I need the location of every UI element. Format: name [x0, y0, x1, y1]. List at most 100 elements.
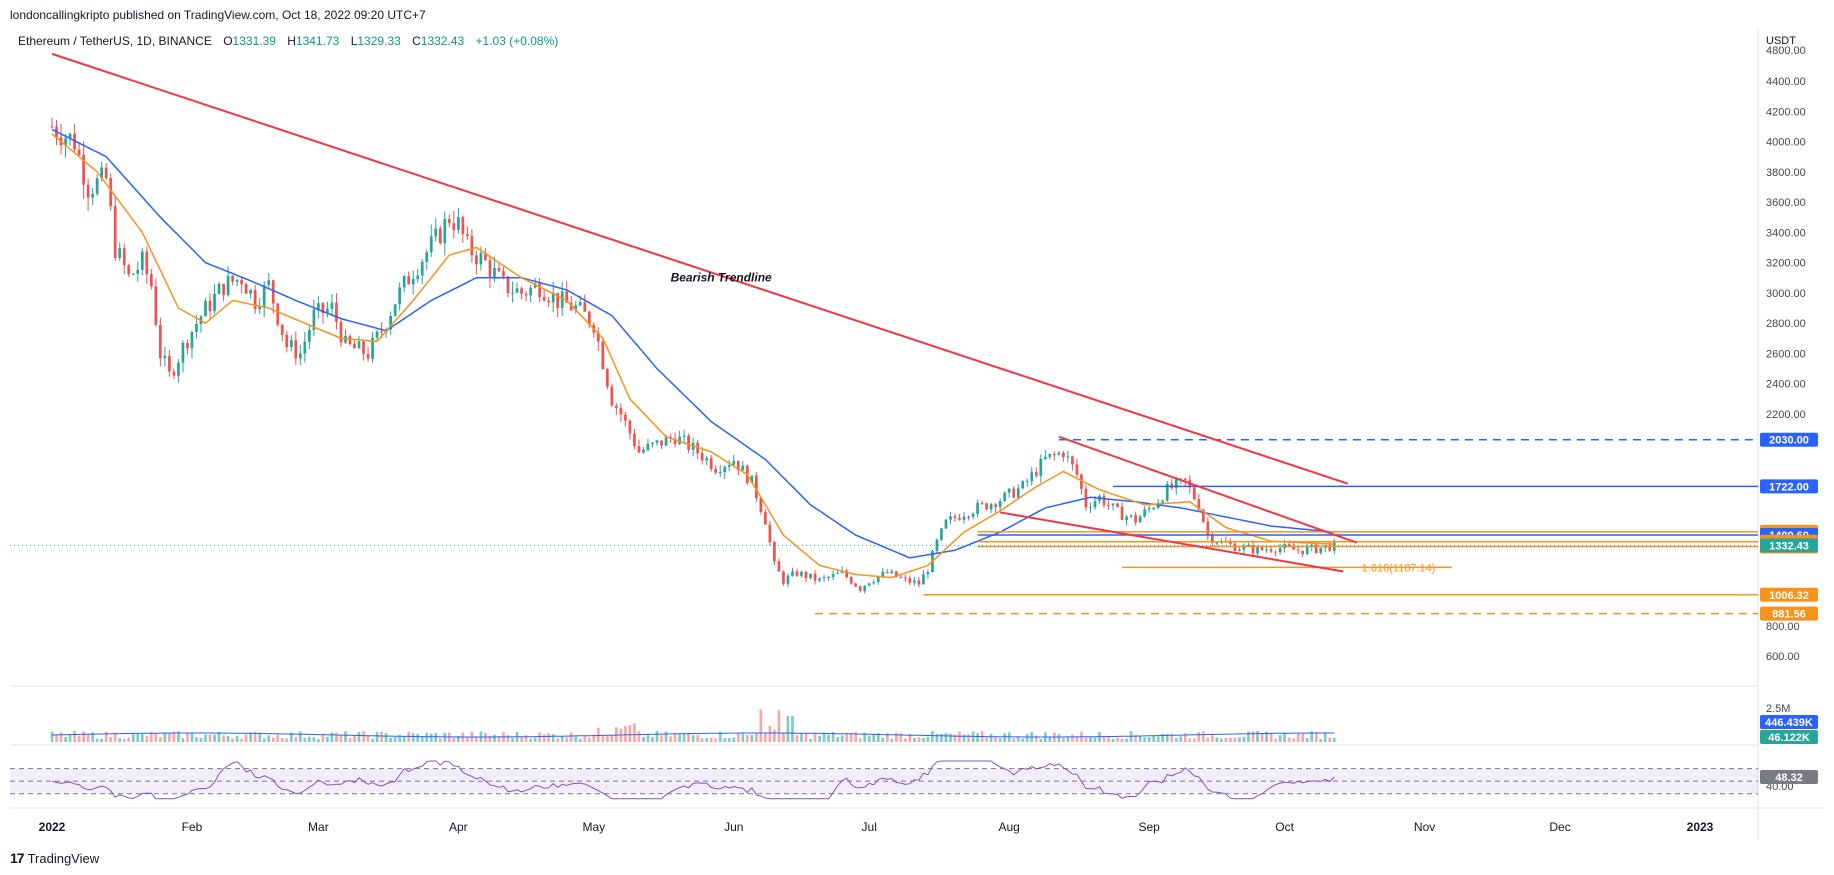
price-badge: [1760, 606, 1818, 621]
volume-bar: [931, 731, 934, 742]
volume-bar: [691, 735, 695, 742]
volume-bar: [452, 737, 456, 742]
high-value: 1341.73: [295, 34, 340, 48]
volume-bar: [357, 731, 361, 742]
volume-bar: [1201, 731, 1205, 742]
volume-bar: [1147, 737, 1151, 742]
candle-body: [1003, 492, 1007, 501]
candle-body: [709, 458, 713, 470]
volume-bar: [998, 738, 1002, 742]
y-tick-label: 2600.00: [1766, 348, 1806, 360]
volume-bar: [276, 734, 280, 742]
volume-bar: [312, 737, 316, 742]
candle-body: [457, 217, 460, 230]
candle-body: [998, 500, 1002, 508]
candle-body: [506, 276, 510, 294]
volume-bar: [280, 738, 284, 742]
volume-bar: [953, 734, 957, 742]
candle-body: [213, 293, 216, 312]
candle-body: [646, 443, 650, 451]
candle-body: [736, 460, 740, 471]
last-price-label: 1332.43: [1769, 540, 1809, 552]
volume-bar: [1016, 736, 1020, 742]
volume-badge-label: 446.439K: [1765, 717, 1813, 729]
candle-body: [1247, 545, 1250, 547]
volume-bar: [398, 734, 402, 742]
volume-bar: [985, 737, 988, 742]
volume-bar: [82, 731, 85, 742]
low-value: 1329.33: [357, 34, 401, 48]
volume-bar: [434, 733, 438, 742]
candle-body: [131, 273, 135, 275]
candle-body: [1066, 456, 1070, 458]
candle-body: [1138, 516, 1142, 523]
x-tick-label: 2023: [1687, 820, 1714, 834]
candle-body: [800, 571, 803, 576]
candle-body: [1134, 515, 1137, 523]
candle-body: [104, 167, 108, 179]
volume-bar: [109, 737, 113, 742]
volume-bar: [86, 734, 90, 742]
volume-bar: [1021, 738, 1025, 742]
high-key: H: [287, 34, 296, 48]
candle-body: [1192, 487, 1196, 500]
change-value: +1.03 (+0.08%): [475, 34, 559, 48]
candle-body: [91, 193, 94, 198]
y-tick-label: 3400.00: [1766, 227, 1806, 239]
volume-bar: [1179, 736, 1183, 742]
volume-bar: [664, 731, 668, 742]
trend-line[interactable]: [51, 52, 1349, 485]
candle-body: [764, 511, 767, 525]
candle-body: [217, 283, 221, 294]
volume-bar: [547, 733, 551, 742]
volume-bar: [393, 737, 397, 742]
candle-body: [1238, 549, 1241, 551]
volume-bar: [723, 737, 727, 742]
candle-body: [1296, 549, 1300, 551]
candle-body: [1143, 509, 1147, 517]
rsi-badge-label: 48.32: [1775, 772, 1803, 784]
candle-body: [1211, 535, 1214, 543]
candle-body: [407, 276, 411, 285]
volume-bar: [1183, 733, 1187, 742]
volume-bar: [1305, 738, 1309, 742]
candle-body: [1165, 483, 1169, 501]
price-badge-label: 1006.32: [1769, 590, 1809, 602]
volume-bar: [750, 734, 754, 742]
trend-line[interactable]: [1058, 435, 1358, 544]
candle-body: [1328, 545, 1332, 551]
x-tick-label: Nov: [1414, 820, 1435, 834]
volume-bar: [849, 732, 853, 742]
volume-badge-label: 46.122K: [1768, 732, 1810, 744]
volume-bar: [199, 737, 203, 742]
volume-bar: [1071, 734, 1074, 742]
candle-body: [470, 235, 474, 256]
volume-bar: [186, 733, 189, 742]
volume-bar: [1102, 735, 1106, 742]
candle-body: [1251, 545, 1255, 554]
candle-body: [917, 580, 921, 585]
volume-bar: [569, 732, 573, 742]
candle-body: [610, 386, 614, 406]
candle-body: [154, 286, 158, 326]
trend-line[interactable]: [999, 511, 1344, 573]
volume-bar: [574, 736, 578, 742]
candle-body: [786, 575, 790, 584]
tradingview-brand[interactable]: 17 TradingView: [10, 850, 99, 866]
candle-body: [876, 576, 880, 583]
candle-body: [989, 504, 993, 510]
candle-body: [619, 407, 623, 415]
volume-bar: [1161, 733, 1165, 742]
symbol-legend[interactable]: Ethereum / TetherUS, 1D, BINANCE O1331.3…: [18, 34, 558, 48]
candle-body: [321, 303, 325, 314]
volume-bar: [791, 715, 794, 742]
candle-body: [1062, 452, 1065, 458]
price-badge: [1760, 587, 1818, 602]
volume-bar: [303, 737, 307, 742]
candle-body: [452, 223, 456, 230]
x-tick-label: May: [582, 820, 605, 834]
volume-bar: [1296, 732, 1300, 742]
candle-body: [615, 405, 618, 408]
candle-body: [637, 446, 641, 453]
